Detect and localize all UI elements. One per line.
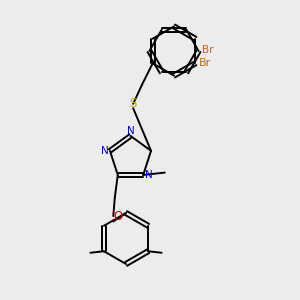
Text: N: N (145, 170, 152, 180)
Text: N: N (101, 146, 108, 156)
Text: N: N (127, 125, 134, 136)
Text: Br: Br (199, 58, 211, 68)
Text: O: O (113, 210, 122, 223)
Text: Br: Br (202, 45, 214, 56)
Text: S: S (130, 97, 137, 110)
